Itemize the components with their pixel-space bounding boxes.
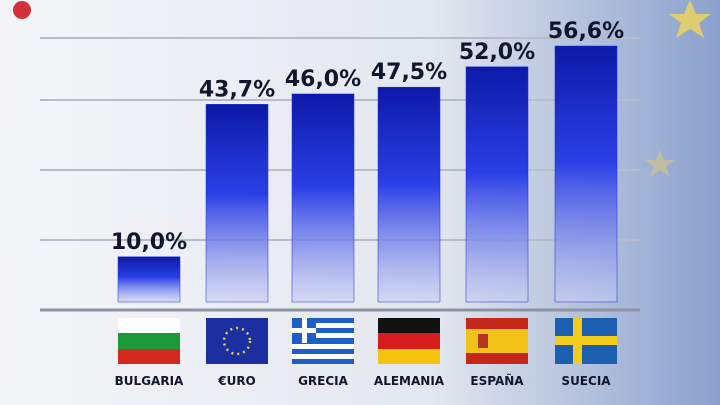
bar <box>205 104 269 303</box>
flags <box>118 318 617 364</box>
logo <box>13 1 31 19</box>
category-label: SUECIA <box>561 374 611 388</box>
value-label: 56,6% <box>548 19 624 44</box>
bar <box>377 86 441 303</box>
category-label: GRECIA <box>298 374 349 388</box>
value-label: 10,0% <box>111 230 187 255</box>
category-label: BULGARIA <box>115 374 184 388</box>
value-label: 52,0% <box>459 40 535 65</box>
bar <box>554 45 618 303</box>
bar <box>117 256 181 303</box>
category-label: ESPAÑA <box>470 373 524 388</box>
value-label: 46,0% <box>285 67 361 92</box>
bar <box>291 93 355 303</box>
value-label: 43,7% <box>199 77 275 102</box>
value-label: 47,5% <box>371 60 447 85</box>
category-label: ALEMANIA <box>374 374 445 388</box>
eu-stars <box>645 0 711 177</box>
bar <box>465 66 529 303</box>
category-label: €URO <box>217 374 256 388</box>
